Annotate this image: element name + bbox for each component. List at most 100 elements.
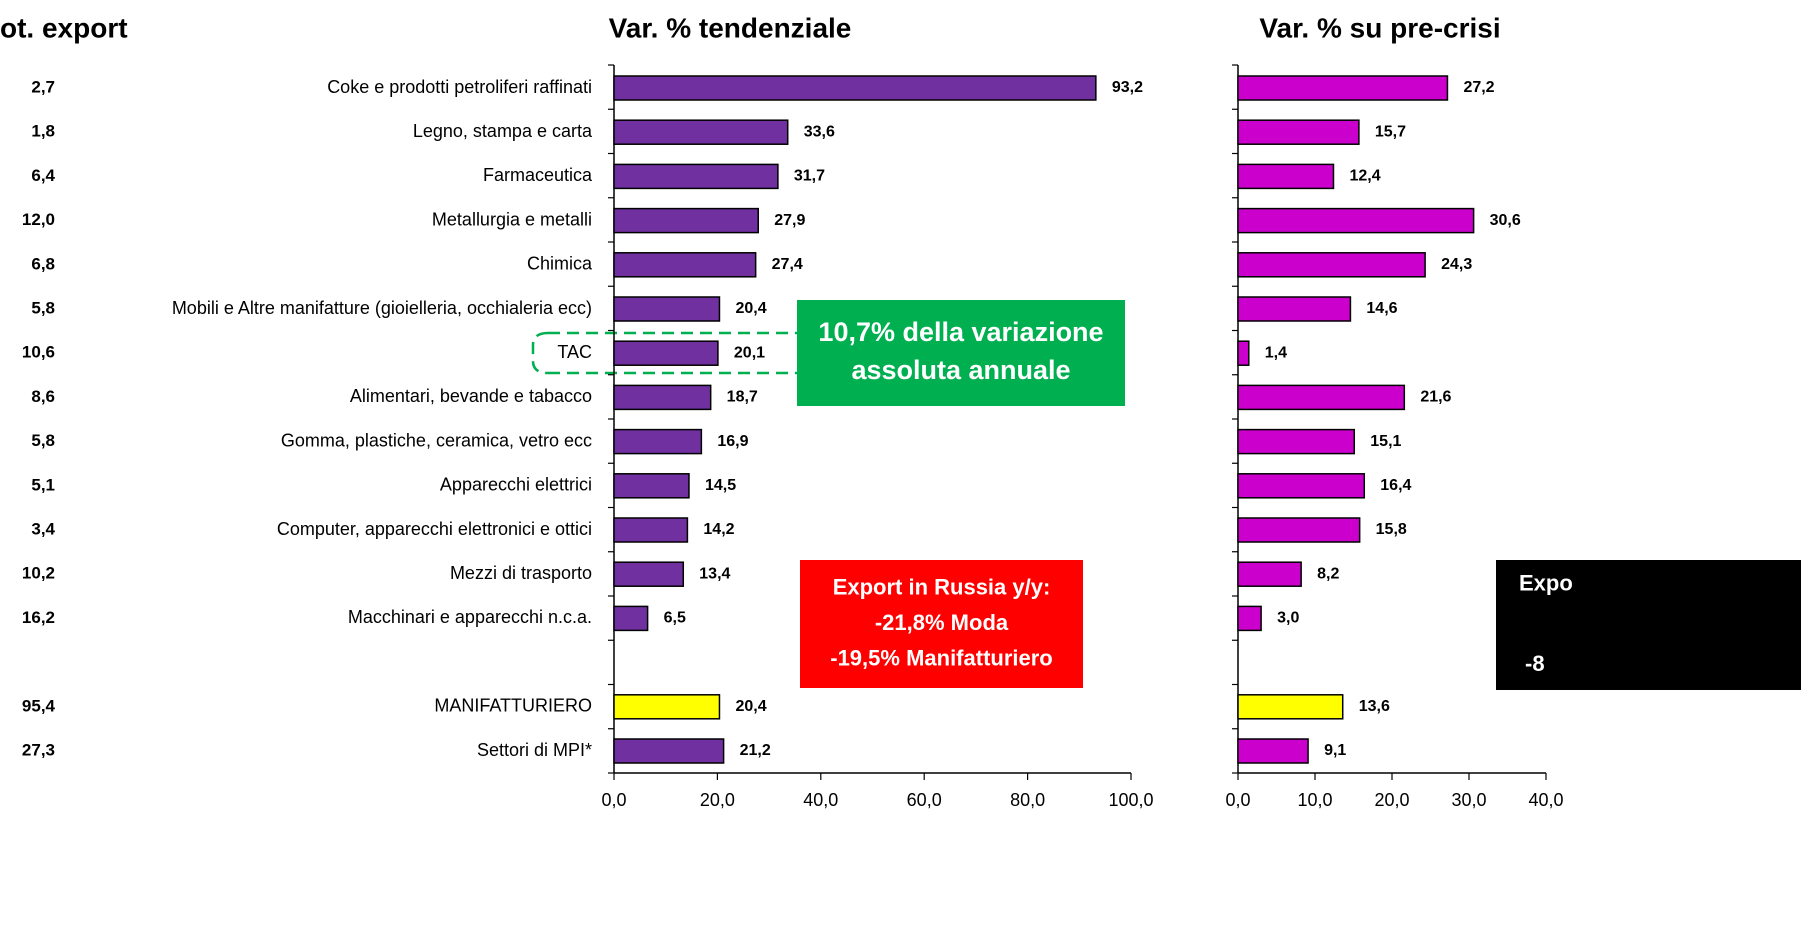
value-label: 20,4 <box>735 300 766 317</box>
value-label: 3,0 <box>1277 610 1299 627</box>
value-label: 13,4 <box>699 565 730 582</box>
value-label: 33,6 <box>804 123 835 140</box>
share-value: 6,8 <box>31 254 55 273</box>
share-value: 27,3 <box>22 740 55 759</box>
value-label: 27,9 <box>774 212 805 229</box>
share-value: 5,1 <box>31 475 55 494</box>
bar <box>1237 473 1366 499</box>
value-label: 14,2 <box>703 521 734 538</box>
value-label: 9,1 <box>1324 742 1346 759</box>
bar <box>613 428 703 455</box>
annotation-text: -19,5% Manifatturiero <box>830 645 1053 670</box>
bar <box>613 561 685 587</box>
share-value: 10,6 <box>22 343 55 362</box>
category-label: Gomma, plastiche, ceramica, vetro ecc <box>281 430 592 450</box>
bar <box>613 296 721 322</box>
value-label: 20,1 <box>734 344 765 361</box>
category-label: Apparecchi elettrici <box>440 475 592 495</box>
bar <box>1237 119 1360 145</box>
x-tick-label: 40,0 <box>1528 790 1563 810</box>
annotation-box <box>800 560 1083 688</box>
bar <box>1237 694 1344 720</box>
x-tick-label: 0,0 <box>601 790 626 810</box>
share-value: 10,2 <box>22 564 55 583</box>
category-label: Chimica <box>527 254 593 274</box>
highlight-outline <box>531 331 800 375</box>
bar <box>613 694 721 720</box>
annotation-text: -8 <box>1525 651 1545 676</box>
category-label: Metallurgia e metalli <box>432 209 592 229</box>
bar <box>1237 207 1475 234</box>
bar <box>613 163 779 190</box>
value-label: 14,5 <box>705 477 736 494</box>
x-tick-label: 10,0 <box>1297 790 1332 810</box>
bar <box>1237 605 1262 632</box>
annotation-text: assoluta annuale <box>851 355 1070 385</box>
bar <box>1237 384 1406 411</box>
bar <box>613 473 690 499</box>
bar <box>613 517 689 543</box>
share-value: 16,2 <box>22 608 55 627</box>
bar <box>613 119 789 145</box>
bar <box>613 384 712 411</box>
bar <box>613 340 719 366</box>
share-title: ot. export <box>0 12 128 43</box>
bar <box>613 207 759 234</box>
value-label: 13,6 <box>1359 698 1390 715</box>
annotation-text: Export in Russia y/y: <box>833 574 1051 599</box>
value-label: 30,6 <box>1490 212 1521 229</box>
bar <box>613 738 725 764</box>
bar <box>1237 75 1449 101</box>
share-value: 95,4 <box>22 696 56 715</box>
bar <box>1237 428 1356 455</box>
annotation-box <box>797 300 1125 406</box>
bar <box>1237 561 1302 587</box>
category-label: MANIFATTURIERO <box>434 696 592 716</box>
category-label: Farmaceutica <box>483 165 593 185</box>
value-label: 16,4 <box>1380 477 1411 494</box>
x-tick-label: 30,0 <box>1451 790 1486 810</box>
value-label: 21,6 <box>1420 389 1451 406</box>
x-tick-label: 40,0 <box>803 790 838 810</box>
value-label: 8,2 <box>1317 565 1339 582</box>
annotation-text: -21,8% Moda <box>875 610 1009 635</box>
value-label: 18,7 <box>727 389 758 406</box>
bar <box>1237 252 1426 278</box>
value-label: 6,5 <box>664 610 686 627</box>
value-label: 15,1 <box>1370 433 1401 450</box>
value-label: 21,2 <box>740 742 771 759</box>
value-label: 1,4 <box>1265 344 1287 361</box>
x-tick-label: 0,0 <box>1225 790 1250 810</box>
value-label: 24,3 <box>1441 256 1472 273</box>
value-label: 15,7 <box>1375 123 1406 140</box>
category-label: Legno, stampa e carta <box>413 121 593 141</box>
share-value: 12,0 <box>22 210 55 229</box>
bar <box>1237 296 1352 322</box>
value-label: 27,2 <box>1463 79 1494 96</box>
value-label: 16,9 <box>717 433 748 450</box>
value-label: 20,4 <box>735 698 766 715</box>
value-label: 12,4 <box>1349 168 1380 185</box>
bar <box>1237 738 1309 764</box>
category-label: Coke e prodotti petroliferi raffinati <box>327 77 592 97</box>
x-tick-label: 100,0 <box>1108 790 1153 810</box>
x-tick-label: 80,0 <box>1010 790 1045 810</box>
share-value: 6,4 <box>31 166 55 185</box>
value-label: 31,7 <box>794 168 825 185</box>
annotation-text: 10,7% della variazione <box>818 317 1103 347</box>
category-label: TAC <box>557 342 592 362</box>
chart-title: Var. % tendenziale <box>609 12 852 43</box>
share-value: 5,8 <box>31 298 55 317</box>
x-tick-label: 60,0 <box>907 790 942 810</box>
category-label: Macchinari e apparecchi n.c.a. <box>348 607 592 627</box>
share-value: 8,6 <box>31 387 55 406</box>
share-value: 2,7 <box>31 77 55 96</box>
category-label: Mezzi di trasporto <box>450 563 592 583</box>
bar <box>1237 340 1250 366</box>
bar <box>1237 163 1335 190</box>
value-label: 93,2 <box>1112 79 1143 96</box>
category-label: Alimentari, bevande e tabacco <box>350 386 592 406</box>
bar <box>613 252 757 278</box>
x-tick-label: 20,0 <box>1374 790 1409 810</box>
